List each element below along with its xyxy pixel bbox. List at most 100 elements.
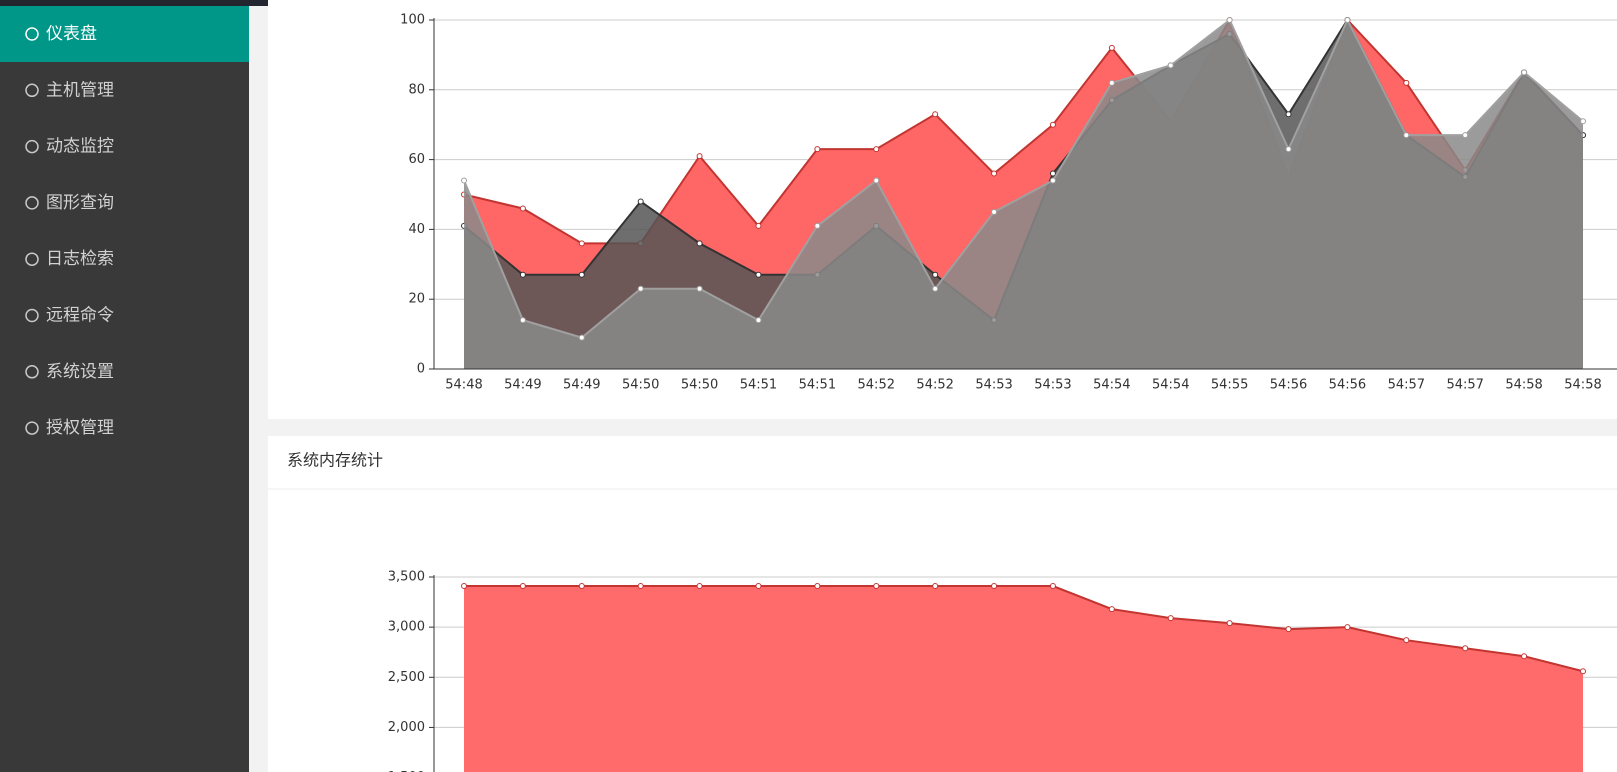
x-tick-label: 54:50 [681, 378, 718, 393]
y-tick-label: 100 [400, 13, 425, 28]
x-tick-label: 54:50 [622, 378, 659, 393]
menu-icon [25, 83, 39, 98]
point [1108, 606, 1115, 613]
point [696, 583, 703, 590]
area [464, 586, 1583, 772]
point [991, 170, 998, 177]
point [578, 583, 585, 590]
menu-item[interactable]: 日志检索 [46, 249, 114, 269]
menu-item[interactable]: 系统设置 [46, 362, 114, 382]
y-tick-label: 0 [417, 362, 425, 377]
menu-icon [25, 27, 39, 41]
x-tick-label: 54:48 [445, 378, 482, 393]
point [873, 146, 880, 153]
point [755, 317, 762, 324]
point [755, 271, 762, 278]
point [519, 271, 526, 278]
point [1226, 17, 1233, 23]
point [637, 198, 644, 205]
y-tick-label: 1,500 [388, 770, 425, 772]
x-tick-label: 54:54 [1093, 378, 1130, 393]
point [519, 583, 526, 590]
x-tick-label: 54:57 [1446, 378, 1483, 393]
menu-item[interactable]: 授权管理 [46, 418, 114, 438]
card-title: 系统内存统计 [287, 451, 383, 470]
menu-item[interactable]: 远程命令 [46, 306, 114, 326]
point [1167, 615, 1174, 622]
point [1580, 118, 1586, 125]
point [461, 177, 467, 184]
y-tick-label: 3,000 [388, 620, 425, 635]
point [1521, 653, 1528, 660]
x-tick-label: 54:54 [1152, 378, 1189, 393]
menu-item[interactable]: 动态监控 [46, 137, 114, 157]
point [1049, 583, 1056, 590]
point [696, 240, 703, 247]
x-tick-label: 54:57 [1388, 378, 1425, 393]
x-tick-label: 54:51 [799, 378, 836, 393]
menu-item[interactable]: 图形查询 [46, 193, 114, 213]
point [1462, 645, 1469, 652]
menu-item[interactable]: 主机管理 [46, 80, 114, 100]
point [932, 271, 939, 278]
sidebar [0, 6, 249, 772]
menu-active [0, 6, 249, 62]
x-tick-label: 54:58 [1505, 378, 1542, 393]
point [1344, 17, 1351, 23]
point [755, 583, 762, 590]
x-tick-label: 54:58 [1564, 378, 1601, 393]
point [814, 222, 821, 229]
point [1580, 668, 1586, 675]
point [1344, 624, 1351, 631]
x-tick-label: 54:49 [563, 378, 600, 393]
point [991, 583, 998, 590]
point [932, 583, 939, 590]
y-tick-label: 20 [408, 292, 425, 307]
x-tick-label: 54:51 [740, 378, 777, 393]
menu-icon [25, 196, 39, 210]
menu-icon [25, 421, 39, 435]
point [578, 334, 585, 341]
point [932, 111, 939, 118]
x-tick-label: 54:53 [1034, 378, 1071, 393]
point [461, 583, 467, 590]
x-tick-label: 54:56 [1329, 378, 1366, 393]
point [1108, 44, 1115, 51]
x-tick-label: 54:52 [916, 378, 953, 393]
point [873, 583, 880, 590]
point [873, 177, 880, 184]
menu-icon [25, 308, 39, 323]
x-tick-label: 54:55 [1211, 378, 1248, 393]
point [1049, 170, 1056, 177]
point [1049, 121, 1056, 128]
point [696, 153, 703, 160]
point [1403, 637, 1410, 644]
point [519, 205, 526, 212]
point [814, 583, 821, 590]
point [1285, 626, 1292, 633]
x-tick-label: 54:53 [975, 378, 1012, 393]
menu-icon [25, 252, 39, 266]
point [519, 317, 526, 324]
y-tick-label: 3,500 [388, 570, 425, 585]
menu-icon [25, 365, 39, 379]
point [637, 285, 644, 292]
point [1285, 111, 1292, 118]
line [463, 17, 1584, 339]
point [814, 146, 821, 153]
point [578, 240, 585, 247]
point [755, 222, 762, 229]
point [991, 208, 998, 215]
menu-item[interactable]: 仪表盘 [46, 24, 97, 44]
point [1403, 79, 1410, 86]
y-tick-label: 80 [408, 82, 425, 97]
point [932, 285, 939, 292]
y-tick-label: 60 [408, 152, 425, 167]
point [1462, 132, 1469, 139]
point [578, 271, 585, 278]
x-tick-label: 54:56 [1270, 378, 1307, 393]
area [464, 20, 1583, 369]
point [1285, 146, 1292, 153]
